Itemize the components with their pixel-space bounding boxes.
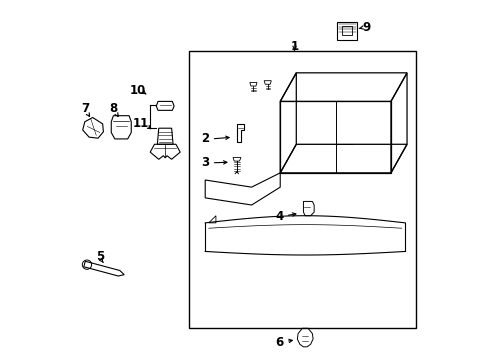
Bar (337, 22, 357, 40)
Text: 10: 10 (129, 84, 145, 97)
Text: 3: 3 (201, 156, 209, 169)
Text: 4: 4 (275, 210, 283, 223)
Text: 5: 5 (96, 250, 104, 263)
Bar (189, 51, 415, 328)
Text: 11: 11 (133, 117, 149, 130)
Text: 6: 6 (275, 336, 283, 349)
Bar (342, 26, 352, 35)
Text: 1: 1 (290, 40, 298, 53)
Text: 8: 8 (109, 102, 118, 115)
Text: 9: 9 (362, 21, 370, 33)
Text: 7: 7 (81, 102, 89, 115)
Text: 2: 2 (201, 132, 209, 145)
